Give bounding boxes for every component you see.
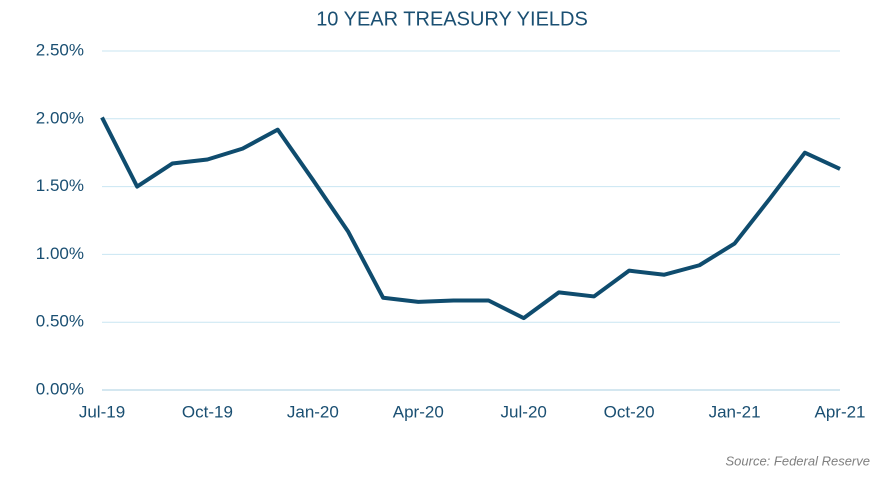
x-tick-label: Jan-20 [287, 402, 339, 421]
x-tick-label: Jul-19 [79, 402, 125, 421]
x-tick-label: Jan-21 [709, 402, 761, 421]
source-note: Source: Federal Reserve [725, 453, 870, 468]
x-tick-label: Oct-19 [182, 402, 233, 421]
y-tick-label: 0.50% [36, 312, 84, 331]
y-tick-label: 1.00% [36, 244, 84, 263]
x-tick-label: Oct-20 [604, 402, 655, 421]
y-tick-label: 2.00% [36, 108, 84, 127]
data-line [100, 116, 841, 321]
y-tick-label: 2.50% [36, 40, 84, 59]
x-tick-label: Jul-20 [501, 402, 547, 421]
y-tick-label: 1.50% [36, 176, 84, 195]
y-tick-label: 0.00% [36, 379, 84, 398]
x-tick-label: Apr-20 [393, 402, 444, 421]
x-tick-label: Apr-21 [814, 402, 865, 421]
chart-title: 10 YEAR TREASURY YIELDS [316, 8, 588, 30]
